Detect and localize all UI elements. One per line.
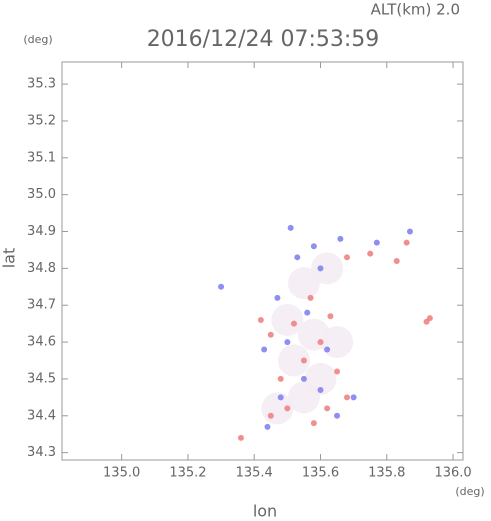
data-point — [304, 309, 311, 316]
x-tick-label: 135.4 — [236, 466, 273, 481]
x-tick-label: 135.6 — [302, 466, 339, 481]
data-point — [267, 331, 274, 338]
data-point — [261, 346, 268, 353]
x-tick-label: 136.0 — [434, 466, 471, 481]
data-point — [307, 294, 314, 301]
data-point — [257, 316, 264, 323]
data-point — [218, 283, 225, 290]
data-point — [300, 375, 307, 382]
data-point — [423, 318, 430, 325]
data-point — [350, 394, 357, 401]
data-point — [264, 423, 271, 430]
data-point — [317, 386, 324, 393]
data-point — [317, 265, 324, 272]
y-unit: (deg) — [23, 33, 52, 46]
plot-frame — [61, 61, 464, 461]
data-point — [277, 394, 284, 401]
data-point — [300, 357, 307, 364]
data-point — [373, 239, 380, 246]
y-tick-label: 35.3 — [27, 77, 56, 92]
data-point — [311, 252, 344, 285]
data-point — [327, 313, 334, 320]
x-unit: (deg) — [455, 485, 484, 498]
data-point — [337, 235, 344, 242]
data-point — [237, 434, 244, 441]
data-point — [304, 362, 337, 395]
data-point — [310, 420, 317, 427]
y-tick-label: 34.3 — [27, 445, 56, 460]
data-point — [406, 228, 413, 235]
y-tick-label: 35.2 — [27, 113, 56, 128]
y-tick-label: 34.6 — [27, 335, 56, 350]
data-point — [290, 320, 297, 327]
x-tick-label: 135.2 — [169, 466, 206, 481]
data-point — [284, 405, 291, 412]
y-tick-label: 35.0 — [27, 187, 56, 202]
y-tick-label: 34.5 — [27, 371, 56, 386]
data-point — [334, 368, 341, 375]
y-tick-label: 34.7 — [27, 298, 56, 313]
data-point — [277, 344, 310, 377]
y-tick-label: 34.9 — [27, 224, 56, 239]
data-point — [324, 346, 331, 353]
x-tick-label: 135.0 — [103, 466, 140, 481]
y-tick-label: 34.4 — [27, 408, 56, 423]
data-point — [267, 412, 274, 419]
data-point — [334, 412, 341, 419]
data-point — [393, 258, 400, 264]
data-point — [277, 375, 284, 382]
data-point — [287, 267, 320, 300]
chart-subtitle: ALT(km) 2.0 — [371, 1, 460, 19]
data-point — [284, 339, 291, 346]
data-point — [321, 326, 354, 359]
y-tick-label: 35.1 — [27, 150, 56, 165]
data-point — [344, 254, 351, 261]
chart-title: 2016/12/24 07:53:59 — [147, 27, 380, 52]
y-tick-label: 34.8 — [27, 261, 56, 276]
y-axis-label: lat — [0, 248, 19, 269]
data-point — [271, 303, 304, 336]
x-tick-label: 135.8 — [368, 466, 405, 481]
data-point — [294, 254, 301, 261]
data-point — [344, 394, 351, 401]
data-point — [287, 224, 294, 231]
data-point — [403, 239, 410, 246]
data-point — [310, 243, 317, 250]
data-point — [274, 294, 281, 301]
x-axis-label: lon — [253, 502, 277, 521]
data-point — [367, 250, 374, 257]
data-point — [317, 339, 324, 346]
data-point — [324, 405, 331, 412]
